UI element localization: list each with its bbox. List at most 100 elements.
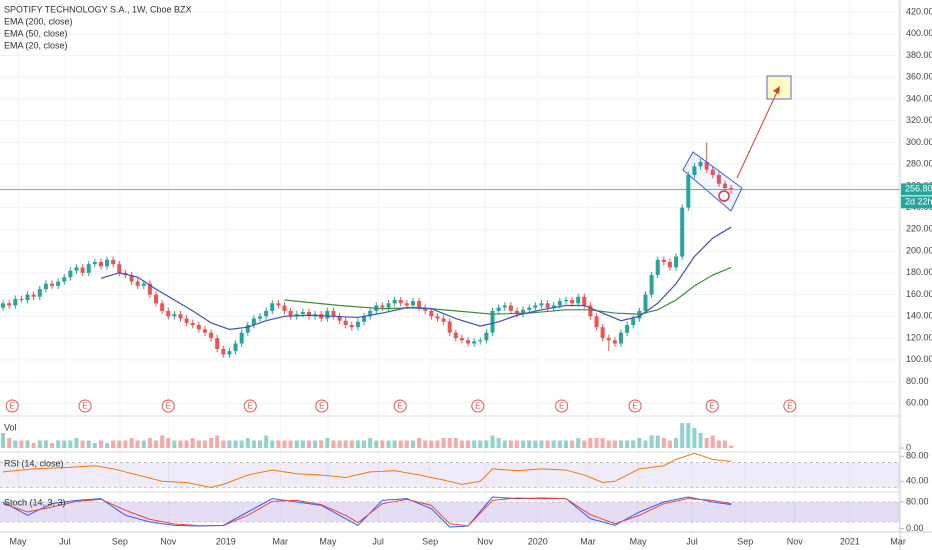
chart-title: SPOTIFY TECHNOLOGY S.A., 1W, Cboe BZX (4, 4, 192, 14)
earnings-label: E (787, 402, 792, 411)
volume-bar (576, 438, 581, 448)
candle-body (37, 289, 42, 297)
candle-body (172, 314, 177, 317)
candle-body (31, 294, 36, 297)
earnings-marker (243, 399, 257, 413)
candle-body (545, 303, 550, 308)
volume-bar (86, 440, 91, 448)
volume-bar (631, 440, 636, 448)
candle-body (472, 341, 477, 344)
candle-body (557, 301, 562, 306)
volume-bar (619, 440, 624, 448)
volume-bar (80, 440, 85, 448)
volume-bar (563, 440, 568, 448)
candle-body (178, 314, 183, 319)
candle-body (288, 310, 293, 317)
y-tick-label: 40.00 (906, 476, 929, 486)
candle-body (490, 310, 495, 333)
volume-bar (43, 440, 48, 448)
volume-bar (521, 440, 526, 448)
candle-body (300, 311, 305, 315)
volume-bar (239, 440, 244, 448)
volume-bar (496, 438, 501, 448)
candle-body (533, 305, 538, 308)
candle-body (258, 316, 263, 319)
candle-body (410, 301, 415, 306)
candle-body (355, 321, 360, 328)
volume-bar (74, 438, 79, 448)
candle-body (7, 303, 12, 306)
candle-body (423, 307, 428, 311)
y-tick-label: 60.00 (906, 398, 929, 408)
y-tick-label: 0.00 (906, 523, 924, 533)
volume-bar (129, 438, 134, 448)
earnings-label: E (248, 402, 253, 411)
volume-bar (56, 440, 61, 448)
y-tick-label: 160.00 (906, 289, 932, 299)
candle-body (570, 300, 575, 304)
candle-body (184, 318, 189, 323)
volume-bar (729, 445, 734, 448)
y-tick-label: 360.00 (906, 72, 932, 82)
candle-body (264, 310, 269, 317)
rsi-line (3, 452, 732, 489)
candle-body (594, 316, 599, 328)
candle-body (576, 296, 581, 304)
volume-bar (374, 440, 379, 448)
candle-body (643, 294, 648, 311)
volume-bar (435, 440, 440, 448)
y-tick-label: 180.00 (906, 267, 932, 277)
candle-body (502, 305, 507, 308)
legend-item: EMA (200, close) (4, 16, 73, 26)
x-tick-label: Nov (787, 536, 804, 546)
candle-body (723, 183, 728, 189)
volume-bar (643, 440, 648, 448)
candle-body (466, 340, 471, 344)
candle-body (380, 305, 385, 308)
volume-bar (294, 440, 299, 448)
volume-bar (484, 440, 489, 448)
arrow-head (773, 86, 780, 94)
x-tick-label: Sep (737, 536, 753, 546)
channel-drawing (682, 151, 743, 212)
candle-body (43, 283, 48, 290)
candle-body (716, 175, 721, 184)
candle-body (251, 318, 256, 326)
volume-bar (349, 440, 354, 448)
y-tick-label: 400.00 (906, 28, 932, 38)
volume-bar (105, 443, 110, 448)
volume-bar (612, 440, 617, 448)
candle-body (362, 316, 367, 322)
candle-body (141, 283, 146, 286)
candle-body (484, 332, 489, 341)
earnings-marker (555, 399, 569, 413)
y-tick-label: 100.00 (906, 354, 932, 364)
earnings-label: E (632, 402, 637, 411)
volume-bar (355, 440, 360, 448)
candle-body (600, 327, 605, 339)
volume-bar (551, 440, 556, 448)
earnings-marker (705, 399, 719, 413)
volume-bar (19, 440, 24, 448)
volume-bar (117, 440, 122, 448)
candle-body (68, 270, 73, 278)
earnings-marker (5, 399, 19, 413)
candle-body (588, 305, 593, 317)
grid (0, 0, 900, 532)
candle-body (331, 310, 336, 317)
volume-bar (661, 438, 666, 448)
earnings-label: E (82, 402, 87, 411)
volume-bar (166, 438, 171, 448)
candle-body (392, 300, 397, 304)
candle-body (343, 320, 348, 326)
volume-bar (637, 438, 642, 448)
volume-bar (319, 440, 324, 448)
volume-bar (680, 423, 685, 448)
candle-body (209, 332, 214, 339)
x-tick-label: Sep (112, 536, 128, 546)
volume-label: Vol (4, 422, 17, 432)
volume-bar (710, 435, 715, 448)
volume-bar (31, 443, 36, 448)
volume-bar (502, 440, 507, 448)
